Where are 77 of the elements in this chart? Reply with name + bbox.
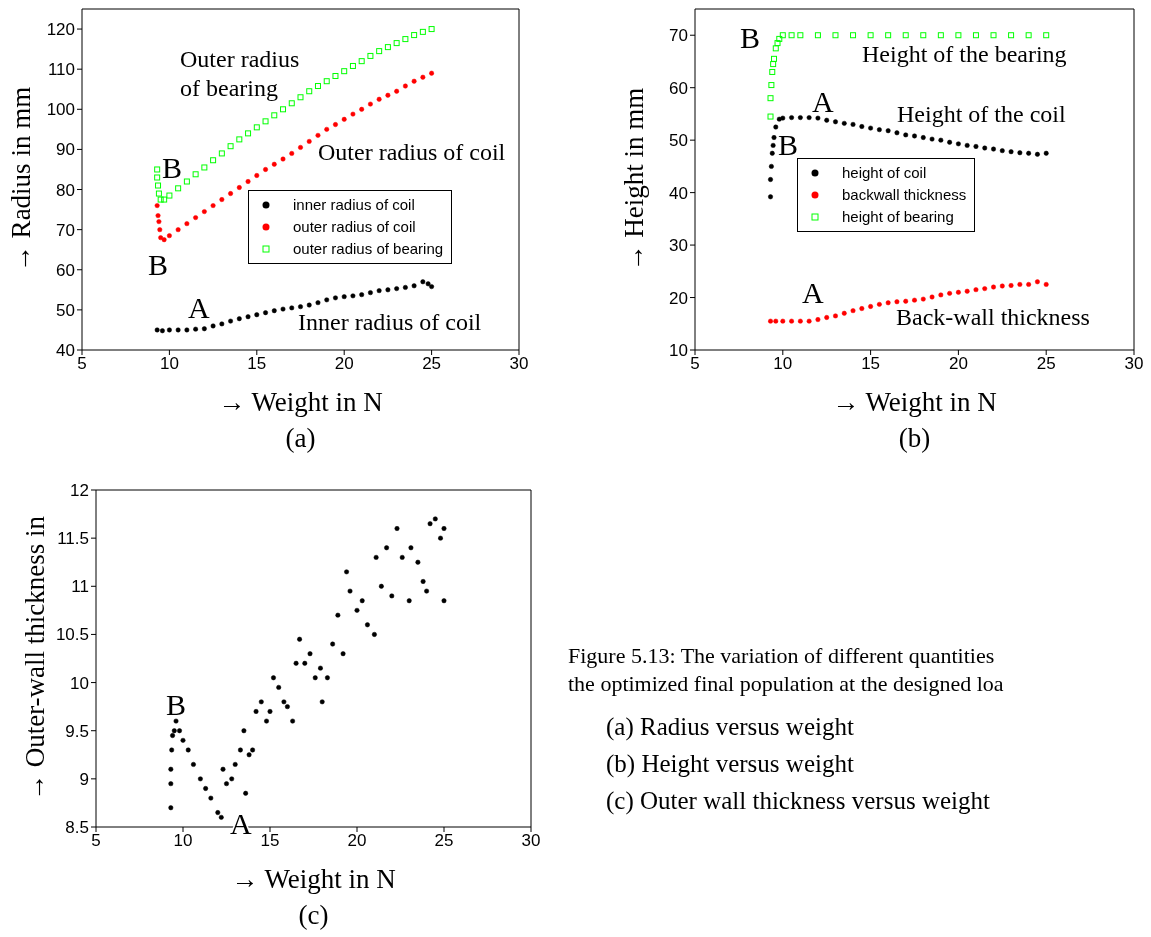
y-tick-label: 10 <box>70 673 89 693</box>
x-tick-label: 5 <box>77 354 87 374</box>
annotation: Outer radius of bearing <box>180 46 300 101</box>
text: (a) Radius versus weight <box>605 712 855 743</box>
x-tick-label: 10 <box>173 831 193 851</box>
y-tick-label: 80 <box>56 180 75 200</box>
y-axis-title: → Outer-wall thickness in <box>19 515 50 802</box>
x-tick-label: 15 <box>247 354 267 374</box>
y-tick-label: 11.5 <box>57 529 89 549</box>
y-tick-label: 50 <box>56 300 75 320</box>
y-tick-label: 60 <box>669 78 688 98</box>
annotation: A <box>188 291 210 324</box>
y-tick-label: 110 <box>47 60 75 80</box>
annotation: B <box>778 128 799 161</box>
y-tick-label: 120 <box>46 20 75 40</box>
y-tick-label: 70 <box>669 26 688 46</box>
x-tick-label: 30 <box>1124 354 1144 374</box>
text: (c) Outer wall thickness versus weight <box>605 786 991 817</box>
text: (a) <box>284 422 317 454</box>
y-tick-label: 10 <box>669 341 688 361</box>
y-tick-label: 100 <box>46 100 75 120</box>
legend-label: height of bearing <box>842 207 954 227</box>
legend-label: outer radius of bearing <box>293 239 444 259</box>
y-tick-label: 9.5 <box>65 721 89 741</box>
annotation: Back-wall thickness <box>896 304 1090 330</box>
annotation: B <box>166 688 187 721</box>
x-tick-label: 10 <box>773 354 793 374</box>
y-tick-label: 10.5 <box>55 625 89 645</box>
legend-label: outer radius of coil <box>293 217 416 237</box>
legend-label: inner radius of coil <box>293 195 415 215</box>
y-tick-label: 50 <box>669 131 688 151</box>
y-tick-label: 8.5 <box>65 818 89 838</box>
x-tick-label: 25 <box>434 831 454 851</box>
x-tick-label: 20 <box>347 831 367 851</box>
annotation: A <box>230 807 252 840</box>
x-axis-title: → Weight in N <box>231 864 396 895</box>
x-tick-label: 20 <box>948 354 968 374</box>
annotation: B <box>740 21 761 54</box>
y-tick-label: 40 <box>669 183 688 203</box>
y-tick-label: 9 <box>79 769 89 789</box>
annotation: Inner radius of coil <box>298 309 482 335</box>
y-tick-label: 30 <box>669 236 688 256</box>
x-axis-title: → Weight in N <box>218 387 383 418</box>
x-tick-label: 25 <box>1036 354 1056 374</box>
y-tick-label: 11 <box>71 577 89 597</box>
x-axis-title: → Weight in N <box>832 387 997 418</box>
text: (c) <box>297 899 330 931</box>
annotation: Height of the coil <box>897 101 1066 127</box>
annotation: B <box>148 248 169 281</box>
y-axis-title: → Height in mm <box>618 87 649 272</box>
x-tick-label: 5 <box>690 354 700 374</box>
x-tick-label: 10 <box>159 354 179 374</box>
annotation: Height of the bearing <box>862 41 1067 67</box>
y-tick-label: 12 <box>70 481 89 501</box>
y-tick-label: 60 <box>56 260 75 280</box>
x-tick-label: 20 <box>334 354 354 374</box>
x-tick-label: 5 <box>91 831 101 851</box>
x-tick-label: 25 <box>422 354 442 374</box>
x-tick-label: 30 <box>509 354 529 374</box>
y-tick-label: 20 <box>669 288 688 308</box>
caption: Figure 5.13: The variation of different quantities <box>568 642 996 670</box>
y-axis-title: → Radius in mm <box>5 86 36 273</box>
annotation: A <box>802 276 824 309</box>
y-tick-label: 70 <box>56 220 75 240</box>
x-tick-label: 30 <box>521 831 541 851</box>
x-tick-label: 15 <box>260 831 280 851</box>
text: (b) <box>897 422 932 454</box>
legend-label: backwall thickness <box>842 185 967 205</box>
text: (b) Height versus weight <box>605 749 855 780</box>
x-tick-label: 15 <box>861 354 881 374</box>
annotation: B <box>162 151 183 184</box>
annotation: Outer radius of coil <box>318 139 506 165</box>
text: the optimized final population at the designed loa <box>568 670 1005 698</box>
y-tick-label: 90 <box>56 140 75 160</box>
legend-label: height of coil <box>842 163 927 183</box>
annotation: A <box>812 85 834 118</box>
y-tick-label: 40 <box>56 341 75 361</box>
